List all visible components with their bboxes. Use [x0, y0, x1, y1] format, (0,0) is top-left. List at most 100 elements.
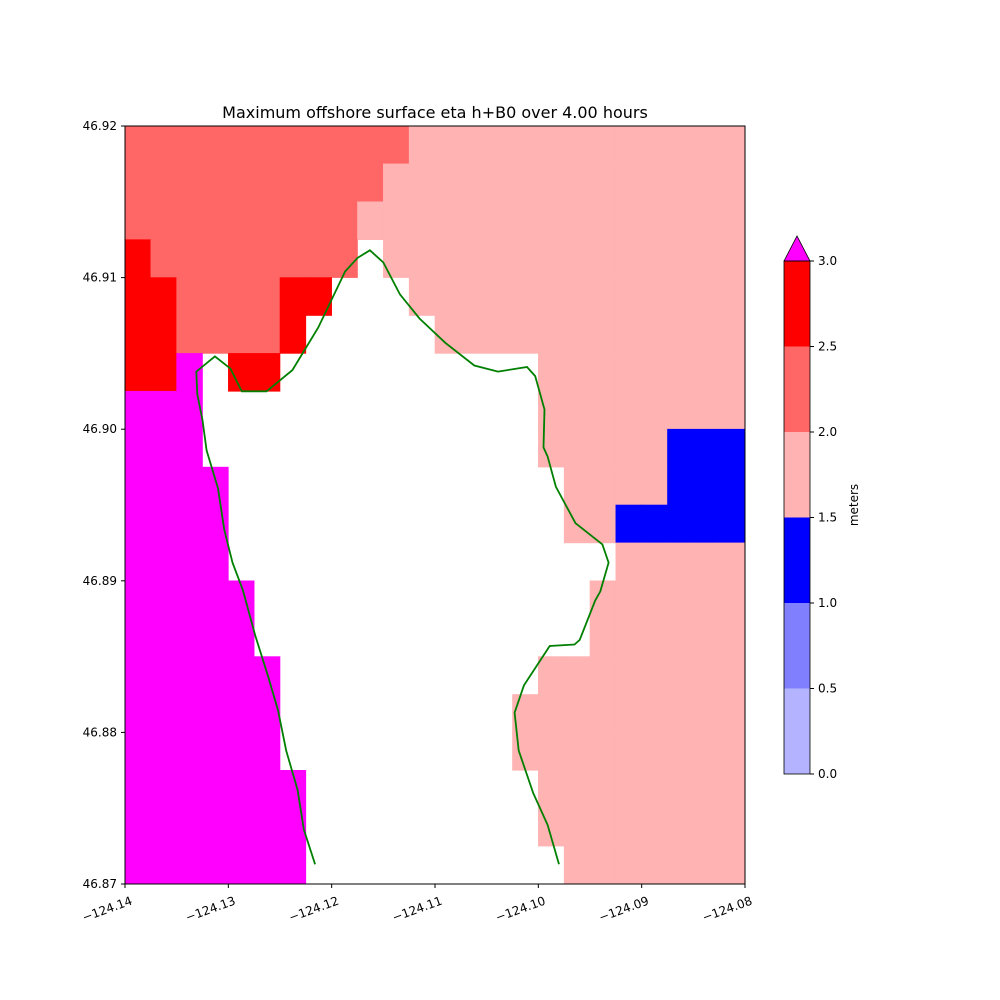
- heatmap-cell: [150, 807, 177, 847]
- heatmap-cell: [589, 315, 617, 354]
- heatmap-cell: [589, 163, 617, 203]
- heatmap-cell: [512, 125, 539, 165]
- heatmap-cell: [253, 694, 281, 733]
- heatmap-cell: [563, 845, 591, 885]
- heatmap-cell: [641, 618, 668, 657]
- heatmap-cell: [641, 277, 668, 316]
- heatmap-cell: [718, 239, 746, 278]
- heatmap-cell: [563, 201, 591, 240]
- heatmap-cell: [615, 845, 642, 885]
- heatmap-cell: [357, 163, 384, 203]
- heatmap-cell: [228, 315, 255, 354]
- heatmap-cell: [253, 770, 281, 809]
- heatmap-cell: [150, 466, 177, 506]
- heatmap-cell: [615, 277, 642, 316]
- heatmap-cell: [563, 694, 591, 733]
- heatmap-cell: [253, 201, 281, 240]
- heatmap-cell: [693, 580, 720, 619]
- heatmap-cell: [693, 239, 720, 278]
- heatmap-cell: [641, 542, 668, 582]
- heatmap-cell: [150, 618, 177, 657]
- heatmap-cell: [331, 163, 358, 203]
- heatmap-cell: [718, 770, 746, 809]
- heatmap-cell: [615, 466, 642, 506]
- heatmap-cell: [150, 694, 177, 733]
- heatmap-cell: [538, 391, 565, 430]
- heatmap-cell: [202, 618, 229, 657]
- heatmap-cell: [641, 239, 668, 278]
- heatmap-cell: [228, 656, 255, 695]
- colorbar-extend-triangle: [783, 235, 811, 262]
- heatmap-cell: [512, 315, 539, 354]
- heatmap-cell: [434, 163, 462, 203]
- heatmap-cell: [641, 504, 668, 544]
- heatmap-cell: [718, 391, 746, 430]
- heatmap-cell: [667, 239, 694, 278]
- heatmap-cell: [202, 694, 229, 733]
- heatmap-cell: [693, 315, 720, 354]
- heatmap-cell: [228, 694, 255, 733]
- heatmap-cell: [279, 845, 307, 885]
- heatmap-cell: [460, 201, 487, 240]
- heatmap-cell: [408, 201, 436, 240]
- x-tick-label: −124.10: [494, 894, 548, 925]
- heatmap-cell: [408, 163, 436, 203]
- heatmap-cell: [176, 239, 203, 278]
- heatmap-cell: [253, 732, 281, 771]
- heatmap-cell: [331, 201, 358, 240]
- heatmap-cell: [176, 277, 203, 316]
- heatmap-cell: [150, 656, 177, 695]
- heatmap-cell: [202, 542, 229, 582]
- heatmap-cell: [693, 277, 720, 316]
- heatmap-cell: [667, 732, 694, 771]
- heatmap-cell: [563, 466, 591, 506]
- heatmap-cell: [357, 201, 384, 240]
- heatmap-cell: [176, 732, 203, 771]
- heatmap-cell: [641, 694, 668, 733]
- colorbar-segment: [784, 517, 810, 603]
- heatmap-cell: [538, 732, 565, 771]
- heatmap-cell: [667, 656, 694, 695]
- heatmap-cell: [279, 125, 307, 165]
- heatmap-cell: [228, 845, 255, 885]
- heatmap-cell: [641, 163, 668, 203]
- heatmap-cell: [563, 125, 591, 165]
- heatmap-cell: [150, 542, 177, 582]
- heatmap-cell: [693, 770, 720, 809]
- heatmap-cell: [718, 315, 746, 354]
- heatmap-cell: [589, 770, 617, 809]
- heatmap-cell: [667, 694, 694, 733]
- heatmap-cell: [718, 125, 746, 165]
- heatmap-cell: [615, 656, 642, 695]
- heatmap-cell: [589, 656, 617, 695]
- heatmap-cell: [615, 732, 642, 771]
- heatmap-cell: [641, 656, 668, 695]
- heatmap-cell: [124, 542, 152, 582]
- heatmap-cell: [615, 315, 642, 354]
- heatmap-cell: [512, 201, 539, 240]
- heatmap-cell: [667, 580, 694, 619]
- heatmap-cell: [202, 770, 229, 809]
- heatmap-cell: [408, 239, 436, 278]
- heatmap-cell: [176, 391, 203, 430]
- heatmap-cell: [512, 277, 539, 316]
- heatmap-cell: [512, 732, 539, 771]
- colorbar-segment: [784, 432, 810, 518]
- heatmap-cell: [150, 504, 177, 544]
- heatmap-cell: [253, 315, 281, 354]
- heatmap-cell: [150, 201, 177, 240]
- heatmap-cell: [176, 125, 203, 165]
- heatmap-cell: [305, 163, 332, 203]
- heatmap-cell: [589, 391, 617, 430]
- heatmap-cell: [589, 694, 617, 733]
- heatmap-cell: [589, 277, 617, 316]
- heatmap-cell: [253, 353, 281, 392]
- heatmap-cell: [718, 618, 746, 657]
- heatmap-cell: [615, 542, 642, 582]
- heatmap-cell: [615, 353, 642, 392]
- heatmap-cell: [538, 125, 565, 165]
- heatmap-cell: [718, 732, 746, 771]
- heatmap-cell: [693, 428, 720, 468]
- heatmap-cell: [253, 845, 281, 885]
- heatmap-cell: [434, 315, 462, 354]
